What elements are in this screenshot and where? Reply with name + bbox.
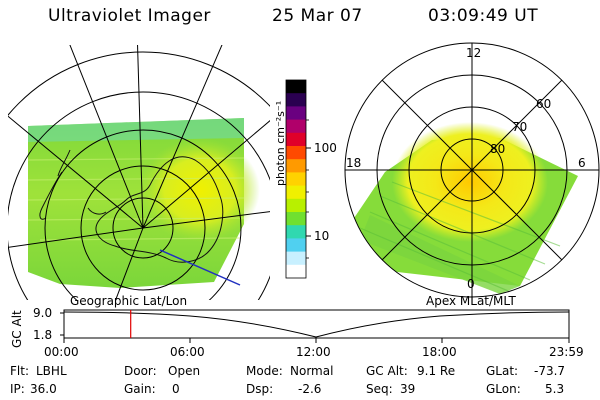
- colorbar-swatch: [286, 159, 306, 173]
- time-tick-1800: 18:00: [422, 345, 457, 359]
- colorbar-swatch: [286, 93, 306, 107]
- colorbar-swatch: [286, 132, 306, 147]
- altitude-tick-1-8: 1.8: [33, 328, 53, 342]
- gc-alt-value: 9.1 Re: [417, 364, 456, 378]
- altitude-axis-label: GC Alt: [10, 310, 24, 348]
- colorbar-swatch: [286, 251, 306, 266]
- colorbar-swatch: [286, 119, 306, 134]
- seq-value: 39: [400, 382, 416, 396]
- mlt-label-6: 6: [578, 156, 586, 170]
- colorbar-swatch: [286, 146, 306, 160]
- glon-value: 5.3: [545, 382, 565, 396]
- mlat-label-80: 80: [490, 142, 506, 156]
- mlt-label-18: 18: [346, 156, 362, 170]
- gain-label: Gain:: [124, 382, 156, 396]
- time-tick-0600: 06:00: [170, 345, 205, 359]
- filter-label: Flt:: [10, 364, 29, 378]
- mode-label: Mode:: [246, 364, 283, 378]
- time-tick-0000: 00:00: [44, 345, 79, 359]
- seq-label: Seq:: [366, 382, 393, 396]
- colorbar-swatch: [286, 172, 306, 187]
- colorbar-swatch: [286, 225, 306, 239]
- gc-alt-label: GC Alt:: [366, 364, 408, 378]
- filter-value: LBHL: [36, 364, 67, 378]
- door-value: Open: [168, 364, 201, 378]
- colorbar: [286, 80, 306, 279]
- mlt-label-12: 12: [466, 46, 482, 60]
- colorbar-swatch: [286, 212, 306, 226]
- time-tick-2359: 23:59: [549, 345, 584, 359]
- ip-label: IP:: [10, 382, 25, 396]
- colorbar-swatch: [286, 80, 306, 94]
- ip-value: 36.0: [30, 382, 57, 396]
- colorbar-tick-100: 100: [314, 141, 337, 155]
- altitude-tick-9: 9.0: [33, 306, 53, 320]
- gain-value: 0: [172, 382, 180, 396]
- time-tick-1200: 12:00: [296, 345, 331, 359]
- mlat-label-70: 70: [512, 120, 528, 134]
- glat-label: GLat:: [486, 364, 519, 378]
- mlt-label-0: 0: [467, 277, 475, 291]
- geographic-map-caption: Geographic Lat/Lon: [70, 294, 188, 308]
- altitude-strip: [60, 309, 570, 343]
- colorbar-swatch: [286, 198, 306, 213]
- mlat-label-60: 60: [536, 97, 552, 111]
- colorbar-swatch: [286, 106, 306, 121]
- dsp-label: Dsp:: [246, 382, 274, 396]
- colorbar-swatch: [286, 264, 306, 279]
- colorbar-tick-10: 10: [314, 229, 330, 243]
- geographic-map: [8, 45, 270, 300]
- dsp-value: -2.6: [298, 382, 322, 396]
- colorbar-swatch: [286, 185, 306, 200]
- magnetic-map-caption: Apex MLat/MLT: [426, 294, 516, 308]
- glon-label: GLon:: [486, 382, 521, 396]
- colorbar-unit-label: photon cm⁻²s⁻¹: [274, 100, 287, 186]
- colorbar-swatch: [286, 238, 306, 253]
- instrument-title: Ultraviolet Imager: [48, 6, 211, 26]
- mode-value: Normal: [290, 364, 334, 378]
- observation-date: 25 Mar 07: [272, 6, 363, 26]
- magnetic-map: [344, 42, 600, 298]
- glat-value: -73.7: [534, 364, 566, 378]
- observation-time: 03:09:49 UT: [428, 6, 539, 26]
- door-label: Door:: [124, 364, 157, 378]
